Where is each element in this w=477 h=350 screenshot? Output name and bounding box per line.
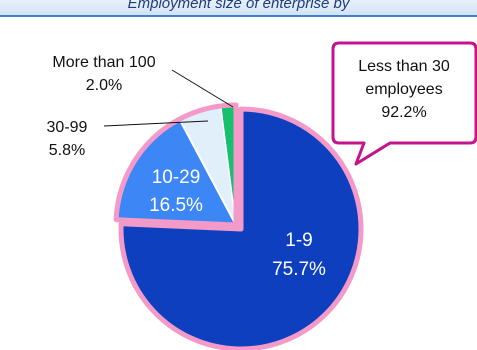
leader-line-more-than-100 xyxy=(171,69,234,108)
pie-slice-1-9 xyxy=(118,106,364,350)
label-more-than-100-name: More than 100 xyxy=(52,54,155,71)
callout-bubble xyxy=(331,41,477,166)
header-band: Employment size of enterprise by xyxy=(0,0,477,17)
callout-line-1: Less than 30 xyxy=(358,58,450,75)
label-1-9-percent: 75.7% xyxy=(272,259,326,280)
label-30-99-percent: 5.8% xyxy=(49,142,85,159)
label-10-29-percent: 16.5% xyxy=(149,195,203,216)
label-30-99-name: 30-99 xyxy=(47,119,88,136)
label-more-than-100-percent: 2.0% xyxy=(86,77,122,94)
callout-line-2: employees xyxy=(365,81,442,98)
page-title: Employment size of enterprise by xyxy=(127,0,350,12)
label-10-29-name: 10-29 xyxy=(152,167,201,188)
callout-line-3: 92.2% xyxy=(381,104,426,121)
exploded-group-border xyxy=(113,102,239,228)
leader-line-30-99 xyxy=(103,120,209,127)
label-1-9-name: 1-9 xyxy=(285,230,312,251)
